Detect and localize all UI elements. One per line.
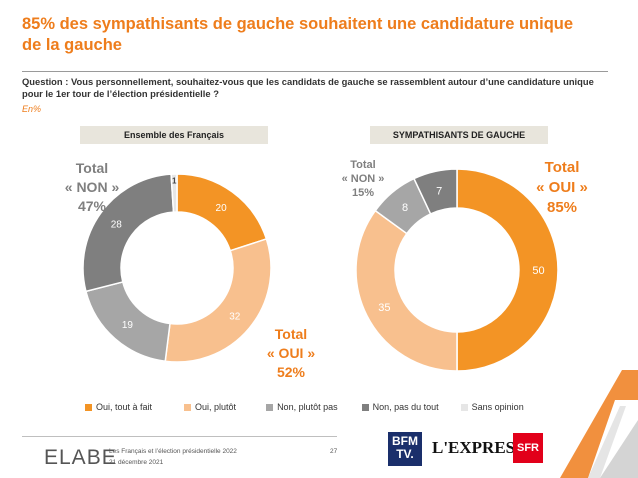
ensemble-label-1: 32 xyxy=(229,311,241,322)
total-non-ensemble-line2: « NON » xyxy=(64,179,120,195)
total-oui-gauche-line1: Total xyxy=(544,159,580,176)
page-number: 27 xyxy=(330,448,338,455)
bfmtv-logo: BFM TV. xyxy=(388,432,422,466)
donut-chart-ensemble: 20 32 19 28 1 xyxy=(82,173,272,363)
total-oui-gauche-line3: 85% xyxy=(546,199,578,216)
legend-label: Oui, plutôt xyxy=(195,402,237,412)
footer-date: 21 décembre 2021 xyxy=(109,459,164,466)
panel-title-ensemble: Ensemble des Français xyxy=(80,126,268,144)
question-text: Question : Vous personnellement, souhait… xyxy=(22,76,594,99)
legend-swatch xyxy=(460,403,468,411)
title-divider xyxy=(22,71,608,72)
legend-item-non-plutot-pas: Non, plutôt pas xyxy=(266,402,338,412)
unit-label: En% xyxy=(22,104,42,114)
total-non-ensemble: Total « NON » 47% xyxy=(52,159,132,216)
ensemble-slice-3 xyxy=(82,173,175,293)
legend-swatch xyxy=(266,403,274,411)
panel-title-gauche: SYMPATHISANTS DE GAUCHE xyxy=(370,126,548,144)
total-non-gauche-line2: « NON » xyxy=(341,173,385,185)
total-non-ensemble-line1: Total xyxy=(75,160,109,176)
legend-label: Non, plutôt pas xyxy=(277,402,338,412)
legend-item-oui-tout-a-fait: Oui, tout à fait xyxy=(85,402,152,412)
total-non-gauche: Total « NON » 15% xyxy=(328,158,398,200)
gauche-label-2: 8 xyxy=(402,202,408,214)
chart-legend: Oui, tout à fait Oui, plutôt Non, plutôt… xyxy=(85,402,544,412)
donut-chart-gauche: 50 35 8 7 xyxy=(355,168,559,372)
total-oui-ensemble: Total « OUI » 52% xyxy=(251,325,331,382)
ensemble-label-4: 1 xyxy=(172,177,177,186)
total-oui-gauche-line2: « OUI » xyxy=(536,179,588,196)
total-non-gauche-line3: 15% xyxy=(351,187,375,199)
ensemble-label-3: 28 xyxy=(111,219,123,230)
ensemble-label-0: 20 xyxy=(216,203,228,214)
total-oui-ensemble-line3: 52% xyxy=(276,364,306,380)
legend-label: Oui, tout à fait xyxy=(96,402,153,412)
gauche-slice-3 xyxy=(412,168,458,215)
footer-study-title: Les Français et l’élection présidentiell… xyxy=(109,448,237,455)
page-title: 85% des sympathisants de gauche souhaite… xyxy=(22,15,574,54)
total-non-ensemble-line3: 47% xyxy=(77,198,107,214)
gauche-label-1: 35 xyxy=(378,302,390,314)
gauche-label-3: 7 xyxy=(436,185,442,197)
bfmtv-logo-line2: TV. xyxy=(396,447,414,461)
gauche-label-0: 50 xyxy=(532,265,544,277)
bfmtv-logo-line1: BFM xyxy=(392,434,418,448)
legend-swatch xyxy=(85,403,92,411)
legend-item-sans-opinion: Sans opinion xyxy=(460,402,524,412)
total-oui-ensemble-line2: « OUI » xyxy=(266,345,316,361)
legend-swatch xyxy=(361,403,369,411)
ensemble-label-2: 19 xyxy=(122,320,134,331)
elabe-logo: ELABE xyxy=(44,446,117,469)
gauche-slice-1 xyxy=(355,209,458,372)
footer-divider xyxy=(22,436,337,437)
legend-item-non-pas-du-tout: Non, pas du tout xyxy=(361,402,439,412)
legend-label: Sans opinion xyxy=(471,402,524,412)
legend-item-oui-plutot: Oui, plutôt xyxy=(184,402,236,412)
lexpress-logo: L'EXPRESS xyxy=(432,438,525,457)
sfr-logo: SFR xyxy=(513,433,543,463)
elabe-corner-mark-icon xyxy=(560,370,638,478)
ensemble-slice-1 xyxy=(164,238,272,363)
gauche-slice-0 xyxy=(456,168,559,372)
legend-label: Non, pas du tout xyxy=(372,402,439,412)
total-non-gauche-line1: Total xyxy=(350,159,376,171)
ensemble-slice-4 xyxy=(170,173,178,213)
legend-swatch xyxy=(184,403,192,411)
total-oui-gauche: Total « OUI » 85% xyxy=(522,158,602,218)
total-oui-ensemble-line1: Total xyxy=(274,326,308,342)
